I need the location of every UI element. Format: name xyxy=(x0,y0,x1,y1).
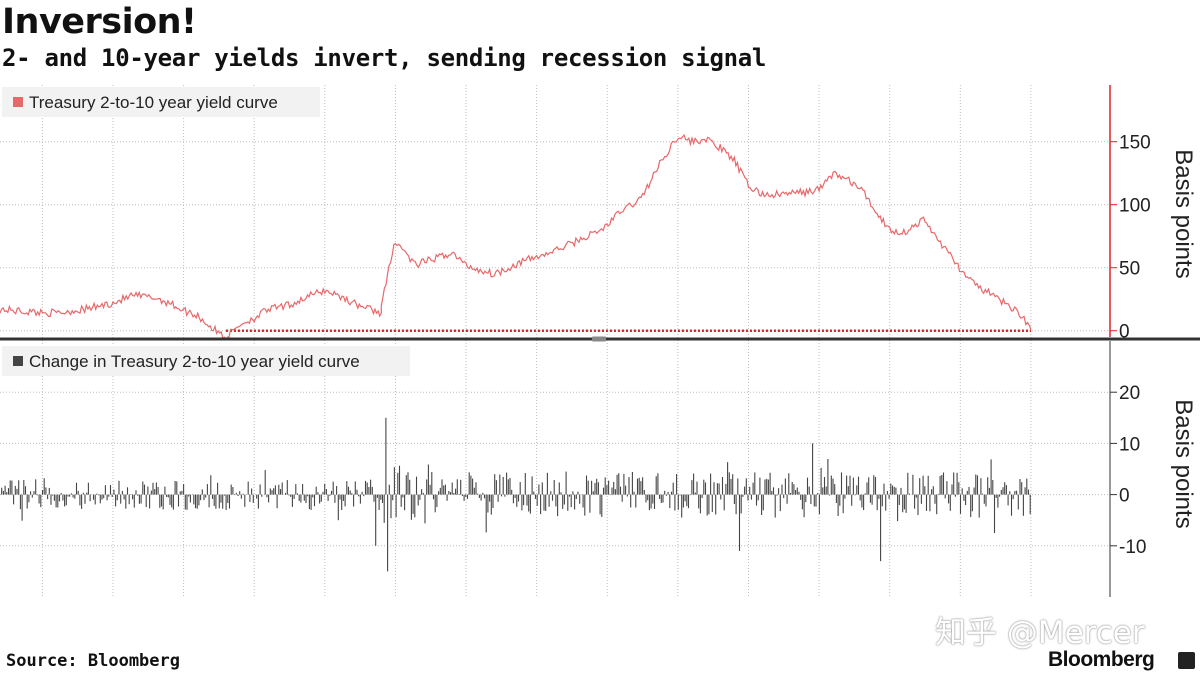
bottom-y-tick-label: 20 xyxy=(1119,383,1140,404)
bottom-y-tick-label: -10 xyxy=(1119,537,1146,558)
bloomberg-logo: Bloomberg xyxy=(1048,648,1155,671)
legend-change-swatch xyxy=(13,356,23,366)
top-y-tick-label: 100 xyxy=(1119,196,1151,217)
top-y-axis-title: Basis points xyxy=(1170,149,1197,278)
bottom-y-tick-label: 0 xyxy=(1119,486,1130,507)
chart-subtitle: 2- and 10-year yields invert, sending re… xyxy=(2,44,767,72)
bottom-y-tick-label: 10 xyxy=(1119,434,1140,455)
legend-yield-curve-swatch xyxy=(13,97,23,107)
legend-change-box xyxy=(2,346,410,376)
legend-yield-curve-label: Treasury 2-to-10 year yield curve xyxy=(29,93,278,112)
bottom-y-axis-title: Basis points xyxy=(1170,399,1197,528)
legend-change-label: Change in Treasury 2-to-10 year yield cu… xyxy=(29,352,360,371)
chart-title: Inversion! xyxy=(2,2,197,42)
source-note: Source: Bloomberg xyxy=(6,651,180,671)
watermark: 知乎 @Mercer xyxy=(935,615,1145,651)
vertical-gridlines xyxy=(41,85,1032,597)
chart-area: 0 50 100 150 -10 0 10 20 Basis points Basis point… xyxy=(0,85,1200,597)
top-y-tick-label: 0 xyxy=(1119,322,1130,343)
change-bars xyxy=(0,417,1031,572)
legend-yield-curve-box xyxy=(2,87,320,117)
panel-resize-handle xyxy=(592,336,606,342)
bloomberg-terminal-icon xyxy=(1178,652,1195,669)
yield-curve-line xyxy=(0,133,1032,341)
top-y-tick-label: 150 xyxy=(1119,133,1151,154)
top-y-tick-label: 50 xyxy=(1119,259,1140,280)
